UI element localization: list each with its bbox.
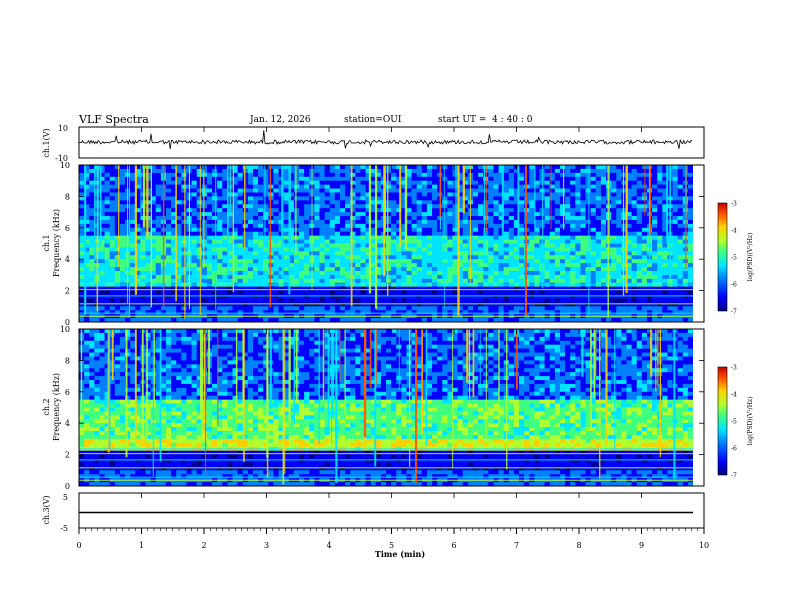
- ch2-spec-ylabel-frequency: Frequency (kHz): [52, 373, 61, 441]
- date-label: Jan. 12, 2026: [250, 115, 311, 125]
- xtick-label-2: 2: [201, 541, 206, 550]
- cbar2-tick--5: -5: [731, 419, 737, 426]
- spec2-ytick-0: 0: [65, 482, 70, 491]
- ch2-spec-ylabel-channel: ch.2: [42, 398, 51, 415]
- xtick-label-6: 6: [451, 541, 456, 550]
- ch1-spec-ylabel-frequency: Frequency (kHz): [52, 209, 61, 277]
- xtick-label-4: 4: [326, 541, 331, 550]
- xtick-label-3: 3: [264, 541, 269, 550]
- xtick-label-8: 8: [576, 541, 581, 550]
- ch1-waveform-line: [78, 130, 693, 150]
- spec1-ytick-2: 2: [65, 287, 70, 296]
- start-time-label: start UT = 4 : 40 : 0: [438, 115, 533, 125]
- station-label: station=OUI: [344, 115, 402, 125]
- xtick-label-10: 10: [699, 541, 709, 550]
- xtick-label-1: 1: [139, 541, 144, 550]
- ch1-ytick-top: 10: [58, 124, 68, 133]
- time-axis: 0 1 2 3 4 5 6 7 8 9 10: [76, 127, 709, 550]
- cbar2-tick--7: -7: [731, 473, 737, 480]
- ch1-ytick-bottom: -10: [55, 154, 68, 163]
- ch1-colorbar: [717, 202, 728, 312]
- cbar1-tick--5: -5: [731, 255, 737, 262]
- ch1-ylabel: ch.1(V): [42, 128, 51, 157]
- figure-title: VLF Spectra: [79, 113, 149, 126]
- xtick-label-0: 0: [76, 541, 81, 550]
- cbar1-tick--3: -3: [731, 201, 737, 208]
- ch1-colorbar-label: log(PSD)(V²/Hz): [747, 233, 754, 282]
- cbar2-tick--4: -4: [731, 392, 737, 399]
- ch2-colorbar-label: log(PSD)(V²/Hz): [747, 397, 754, 446]
- ch1-spectrogram-image: [79, 165, 704, 323]
- cbar2-tick--3: -3: [731, 365, 737, 372]
- ch3-ytick-bottom: -5: [60, 524, 68, 533]
- xtick-label-5: 5: [389, 541, 394, 550]
- spec1-ytick-10: 10: [60, 161, 70, 170]
- xtick-label-9: 9: [639, 541, 644, 550]
- ch3-ylabel: ch.3(V): [42, 495, 51, 524]
- xtick-label-7: 7: [514, 541, 519, 550]
- spec1-ytick-0: 0: [65, 318, 70, 327]
- spec1-ytick-4: 4: [65, 255, 70, 264]
- cbar2-tick--6: -6: [731, 446, 737, 453]
- spec2-ytick-2: 2: [65, 451, 70, 460]
- ch2-spectrogram-image: [79, 329, 704, 487]
- spec1-ytick-6: 6: [65, 224, 70, 233]
- ch3-waveform-panel: 5 -5 ch.3(V): [42, 492, 705, 533]
- cbar1-tick--6: -6: [731, 282, 737, 289]
- spec2-ytick-4: 4: [65, 419, 70, 428]
- ch3-ytick-top: 5: [63, 493, 68, 502]
- cbar1-tick--4: -4: [731, 228, 737, 235]
- spec1-ytick-8: 8: [65, 192, 70, 201]
- cbar1-tick--7: -7: [731, 309, 737, 316]
- x-axis-label: Time (min): [375, 549, 425, 559]
- spec2-ytick-10: 10: [60, 325, 70, 334]
- spec2-ytick-6: 6: [65, 388, 70, 397]
- spec2-ytick-8: 8: [65, 356, 70, 365]
- ch1-spec-ylabel-channel: ch.1: [42, 234, 51, 251]
- ch2-colorbar: [717, 366, 728, 476]
